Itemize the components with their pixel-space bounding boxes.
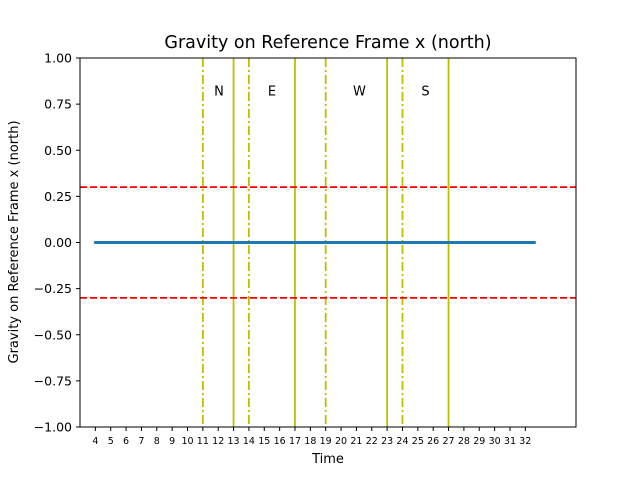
y-tick-label-0: −1.00 — [34, 420, 72, 435]
x-tick-label-6: 6 — [123, 436, 129, 447]
x-tick-label-18: 18 — [304, 436, 316, 447]
x-tick-label-19: 19 — [320, 436, 332, 447]
x-tick-label-16: 16 — [274, 436, 286, 447]
x-tick-label-20: 20 — [335, 436, 347, 447]
y-tick-label-2: −0.50 — [34, 327, 72, 342]
y-tick-label-8: 1.00 — [44, 51, 72, 66]
x-tick-label-26: 26 — [427, 436, 439, 447]
x-tick-label-8: 8 — [154, 436, 160, 447]
y-tick-label-6: 0.50 — [44, 143, 72, 158]
y-axis-ticks: −1.00 −0.75 −0.50 −0.25 0.00 0.25 0.50 0.75 1.00 — [34, 51, 80, 435]
vertical-markers — [201, 58, 450, 427]
x-tick-label-22: 22 — [366, 436, 378, 447]
x-axis-ticks: 4 5 6 7 8 9 10 11 12 13 14 15 16 17 18 19 20 21 22 23 24 25 26… — [92, 427, 531, 447]
x-tick-label-9: 9 — [169, 436, 175, 447]
chart-title: Gravity on Reference Frame x (north) — [164, 33, 491, 53]
x-tick-label-14: 14 — [243, 436, 255, 447]
x-tick-label-12: 12 — [212, 436, 224, 447]
x-tick-label-17: 17 — [289, 436, 301, 447]
y-tick-label-1: −0.75 — [34, 373, 72, 388]
x-tick-label-32: 32 — [519, 436, 531, 447]
x-tick-label-23: 23 — [381, 436, 393, 447]
x-tick-label-10: 10 — [181, 436, 193, 447]
x-tick-label-30: 30 — [489, 436, 501, 447]
x-tick-label-15: 15 — [258, 436, 270, 447]
annotation-s: S — [421, 84, 429, 99]
x-tick-label-7: 7 — [138, 436, 144, 447]
x-tick-label-29: 29 — [473, 436, 485, 447]
y-tick-label-5: 0.25 — [44, 189, 72, 204]
threshold-lines — [80, 186, 576, 299]
x-tick-label-13: 13 — [228, 436, 240, 447]
x-tick-label-28: 28 — [458, 436, 470, 447]
x-tick-label-25: 25 — [412, 436, 424, 447]
annotation-w: W — [353, 84, 366, 99]
x-tick-label-11: 11 — [197, 436, 209, 447]
y-axis-label: Gravity on Reference Frame x (north) — [7, 120, 22, 363]
y-tick-label-3: −0.25 — [34, 281, 72, 296]
annotation-n: N — [214, 84, 224, 99]
x-tick-label-21: 21 — [350, 436, 362, 447]
annotation-e: E — [268, 84, 276, 99]
x-tick-label-5: 5 — [108, 436, 114, 447]
x-tick-label-4: 4 — [92, 436, 98, 447]
x-axis-label: Time — [311, 452, 344, 467]
x-tick-label-31: 31 — [504, 436, 516, 447]
y-tick-label-7: 0.75 — [44, 97, 72, 112]
x-tick-label-27: 27 — [442, 436, 454, 447]
x-tick-label-24: 24 — [396, 436, 408, 447]
y-tick-label-4: 0.00 — [44, 235, 72, 250]
